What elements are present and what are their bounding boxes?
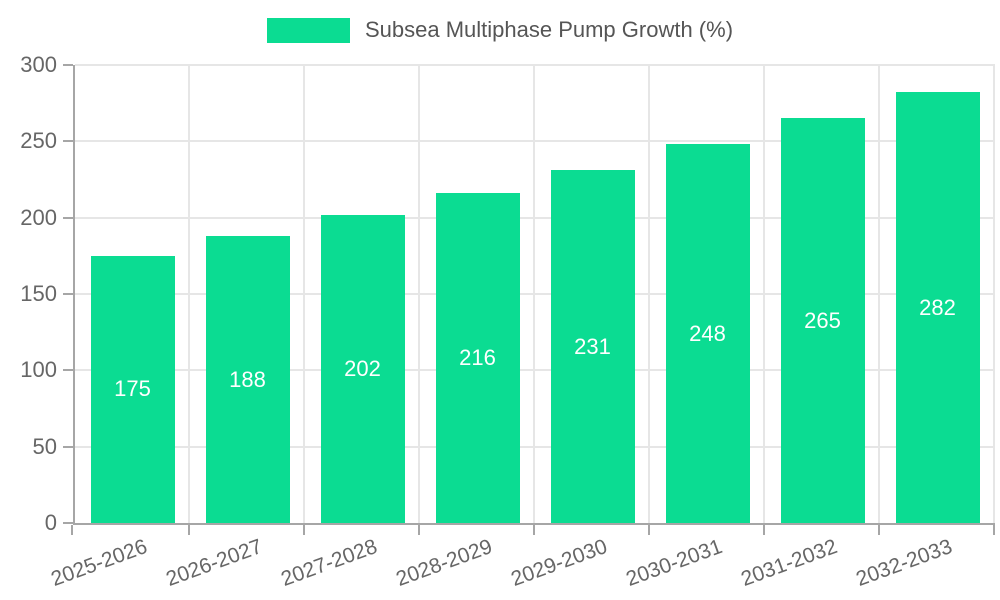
bar-value-label: 175 [114, 376, 151, 402]
bar: 248 [665, 144, 750, 523]
h-gridline [75, 64, 995, 66]
x-tick-label: 2028-2029 [393, 535, 496, 591]
x-tick-label: 2026-2027 [163, 535, 266, 591]
v-gridline [303, 65, 305, 523]
y-axis-tick [63, 216, 73, 219]
h-gridline [75, 369, 995, 372]
y-tick-label: 0 [44, 510, 57, 535]
bar-value-label: 231 [574, 333, 611, 359]
v-gridline [878, 65, 880, 523]
bar-value-label: 216 [459, 345, 496, 371]
bar-value-label: 202 [344, 355, 381, 381]
y-axis-tick [63, 140, 73, 143]
x-tick-label: 2032-2033 [853, 535, 956, 591]
x-axis-tick [648, 525, 650, 535]
bar: 265 [780, 118, 865, 523]
plot-area: 175 188 202 216 231 248 265 282 [73, 64, 995, 525]
h-gridline [75, 140, 995, 143]
v-gridline [188, 65, 190, 523]
legend-label: Subsea Multiphase Pump Growth (%) [364, 17, 734, 42]
v-gridline [533, 65, 535, 523]
x-axis-tick [878, 525, 880, 535]
x-tick-label: 2025-2026 [48, 535, 151, 591]
x-axis-tick [71, 525, 73, 535]
y-tick-label: 50 [32, 433, 57, 459]
y-axis-tick [63, 522, 73, 524]
bar: 188 [205, 236, 290, 523]
v-gridline [763, 65, 765, 523]
v-gridline [648, 65, 650, 523]
y-tick-label: 300 [20, 52, 57, 77]
bar-value-label: 282 [919, 294, 956, 320]
v-gridline [418, 65, 420, 523]
y-tick-label: 200 [20, 204, 57, 230]
legend-swatch [266, 17, 350, 43]
x-tick-label: 2030-2031 [623, 535, 726, 591]
y-axis-tick [63, 64, 73, 66]
x-tick-label: 2031-2032 [738, 535, 841, 591]
bar: 216 [435, 193, 520, 523]
bar: 282 [895, 92, 980, 523]
h-gridline [75, 293, 995, 295]
v-gridline [993, 65, 995, 523]
x-axis-tick [763, 525, 765, 535]
bar-value-label: 188 [229, 366, 266, 392]
x-axis-tick [418, 525, 420, 535]
x-tick-label: 2029-2030 [508, 535, 611, 591]
y-axis-tick [63, 369, 73, 372]
x-tick-label: 2027-2028 [278, 535, 381, 591]
x-axis-tick [188, 525, 190, 535]
h-gridline [75, 216, 995, 219]
bar: 231 [550, 170, 635, 523]
y-tick-label: 150 [20, 281, 57, 306]
y-axis-tick [63, 293, 73, 295]
chart-legend: Subsea Multiphase Pump Growth (%) [0, 17, 1000, 43]
y-tick-label: 250 [20, 128, 57, 154]
y-tick-label: 100 [20, 357, 57, 383]
bar: 175 [90, 255, 175, 523]
y-axis-tick [63, 445, 73, 448]
bar-value-label: 248 [689, 320, 726, 346]
x-axis-tick [993, 525, 995, 535]
h-gridline [75, 445, 995, 448]
x-axis-tick [303, 525, 305, 535]
bar-value-label: 265 [804, 307, 841, 333]
x-axis-tick [533, 525, 535, 535]
bar: 202 [320, 214, 405, 523]
